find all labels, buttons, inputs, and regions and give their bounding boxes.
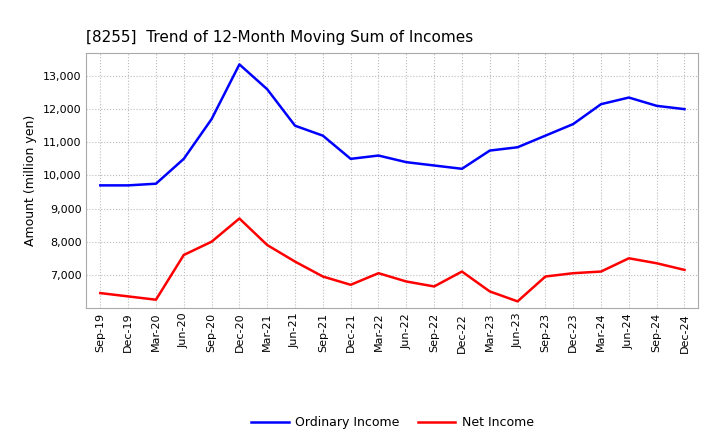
Ordinary Income (235, 62, 243, 67)
Net Income (263, 242, 271, 248)
Ordinary Income (291, 123, 300, 128)
Net Income (569, 271, 577, 276)
Ordinary Income (207, 117, 216, 122)
Y-axis label: Amount (million yen): Amount (million yen) (24, 115, 37, 246)
Ordinary Income (624, 95, 633, 100)
Ordinary Income (124, 183, 132, 188)
Ordinary Income (680, 106, 689, 112)
Ordinary Income (513, 145, 522, 150)
Net Income (346, 282, 355, 287)
Net Income (291, 259, 300, 264)
Ordinary Income (541, 133, 550, 138)
Ordinary Income (458, 166, 467, 172)
Net Income (402, 279, 410, 284)
Net Income (179, 252, 188, 257)
Net Income (458, 269, 467, 274)
Net Income (624, 256, 633, 261)
Ordinary Income (152, 181, 161, 187)
Net Income (152, 297, 161, 302)
Ordinary Income (430, 163, 438, 168)
Line: Net Income: Net Income (100, 219, 685, 301)
Net Income (96, 290, 104, 296)
Net Income (652, 260, 661, 266)
Net Income (513, 299, 522, 304)
Net Income (680, 267, 689, 272)
Net Income (597, 269, 606, 274)
Ordinary Income (96, 183, 104, 188)
Text: [8255]  Trend of 12-Month Moving Sum of Incomes: [8255] Trend of 12-Month Moving Sum of I… (86, 29, 474, 45)
Net Income (124, 294, 132, 299)
Net Income (235, 216, 243, 221)
Ordinary Income (569, 121, 577, 127)
Legend: Ordinary Income, Net Income: Ordinary Income, Net Income (246, 411, 539, 434)
Ordinary Income (485, 148, 494, 153)
Ordinary Income (318, 133, 327, 138)
Ordinary Income (374, 153, 383, 158)
Net Income (430, 284, 438, 289)
Ordinary Income (179, 156, 188, 161)
Ordinary Income (402, 160, 410, 165)
Ordinary Income (263, 87, 271, 92)
Net Income (374, 271, 383, 276)
Net Income (485, 289, 494, 294)
Line: Ordinary Income: Ordinary Income (100, 64, 685, 185)
Net Income (318, 274, 327, 279)
Ordinary Income (652, 103, 661, 109)
Net Income (541, 274, 550, 279)
Ordinary Income (597, 102, 606, 107)
Ordinary Income (346, 156, 355, 161)
Net Income (207, 239, 216, 244)
